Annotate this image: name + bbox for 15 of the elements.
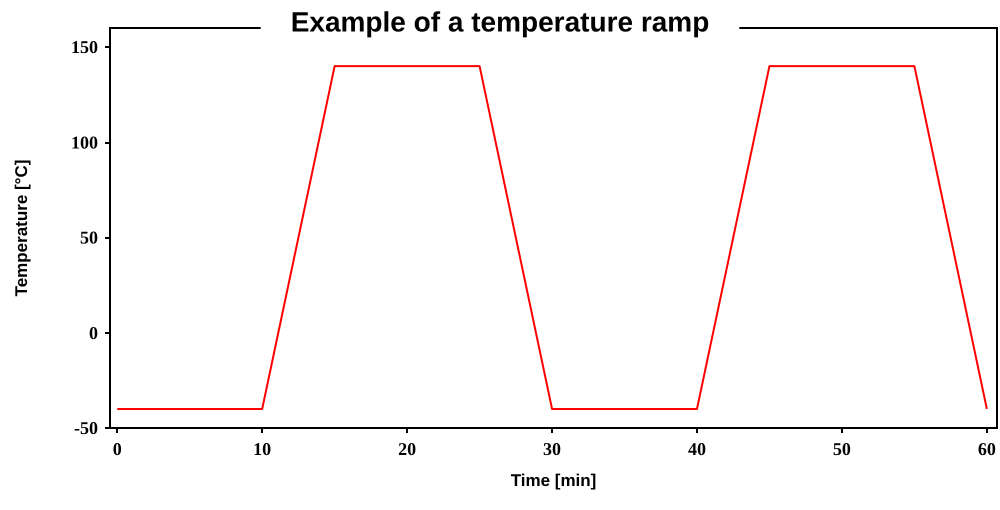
y-tick-label: 100 [71, 132, 98, 152]
chart-title: Example of a temperature ramp [290, 6, 710, 38]
x-tick-label: 50 [832, 439, 851, 459]
x-tick-label: 20 [398, 439, 416, 459]
x-tick-label: 10 [253, 439, 272, 459]
x-tick-label: 30 [543, 439, 562, 459]
y-tick-label: 150 [71, 37, 98, 58]
x-tick-label: 60 [978, 439, 996, 459]
y-tick-label: 0 [89, 322, 98, 343]
y-axis-title: Temperature [°C] [12, 160, 31, 296]
y-tick-label: 50 [80, 228, 98, 248]
x-tick-label: 0 [112, 439, 122, 459]
y-tick-label: -50 [74, 418, 98, 438]
x-axis-title: Time [min] [510, 471, 596, 490]
x-tick-label: 40 [688, 439, 706, 459]
